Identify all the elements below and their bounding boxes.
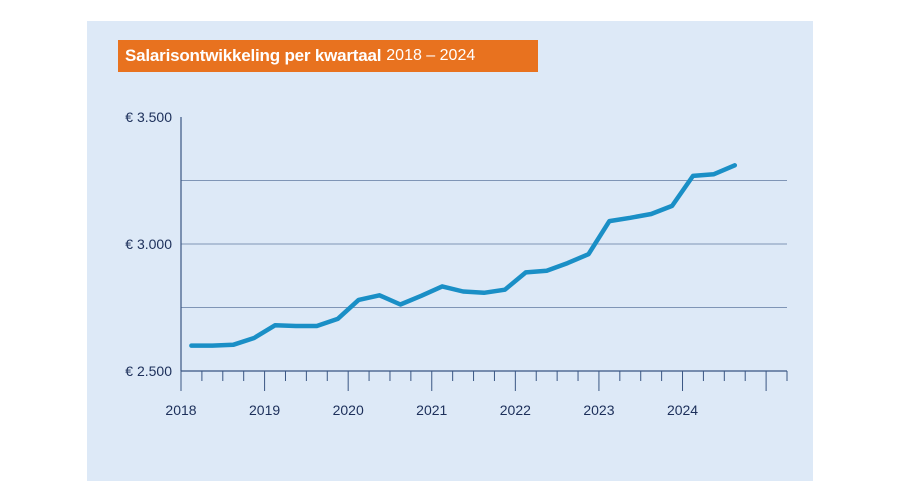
y-tick-label: € 2.500 <box>125 363 172 379</box>
chart-title-banner: Salarisontwikkeling per kwartaal 2018 – … <box>118 40 538 72</box>
x-tick-label: 2024 <box>667 402 698 418</box>
gridlines <box>181 180 787 308</box>
y-tick-label: € 3.500 <box>125 109 172 125</box>
x-tick-label: 2022 <box>500 402 531 418</box>
x-tick-label: 2019 <box>249 402 280 418</box>
series-layer <box>189 163 738 348</box>
series-line <box>189 163 738 348</box>
x-tick-labels: 2018 2019 2020 2021 2022 2023 2024 <box>165 402 698 418</box>
chart-panel <box>87 21 813 481</box>
x-tick-label: 2021 <box>416 402 447 418</box>
x-tick-label: 2023 <box>583 402 614 418</box>
x-tick-label: 2020 <box>333 402 364 418</box>
x-ticks <box>180 371 788 391</box>
x-tick-label: 2018 <box>165 402 196 418</box>
chart-title: Salarisontwikkeling per kwartaal <box>125 46 382 65</box>
y-tick-label: € 3.000 <box>125 236 172 252</box>
y-tick-labels: € 2.500 € 3.000 € 3.500 <box>125 109 172 379</box>
chart-subtitle: 2018 – 2024 <box>386 47 476 64</box>
axes <box>180 117 787 372</box>
